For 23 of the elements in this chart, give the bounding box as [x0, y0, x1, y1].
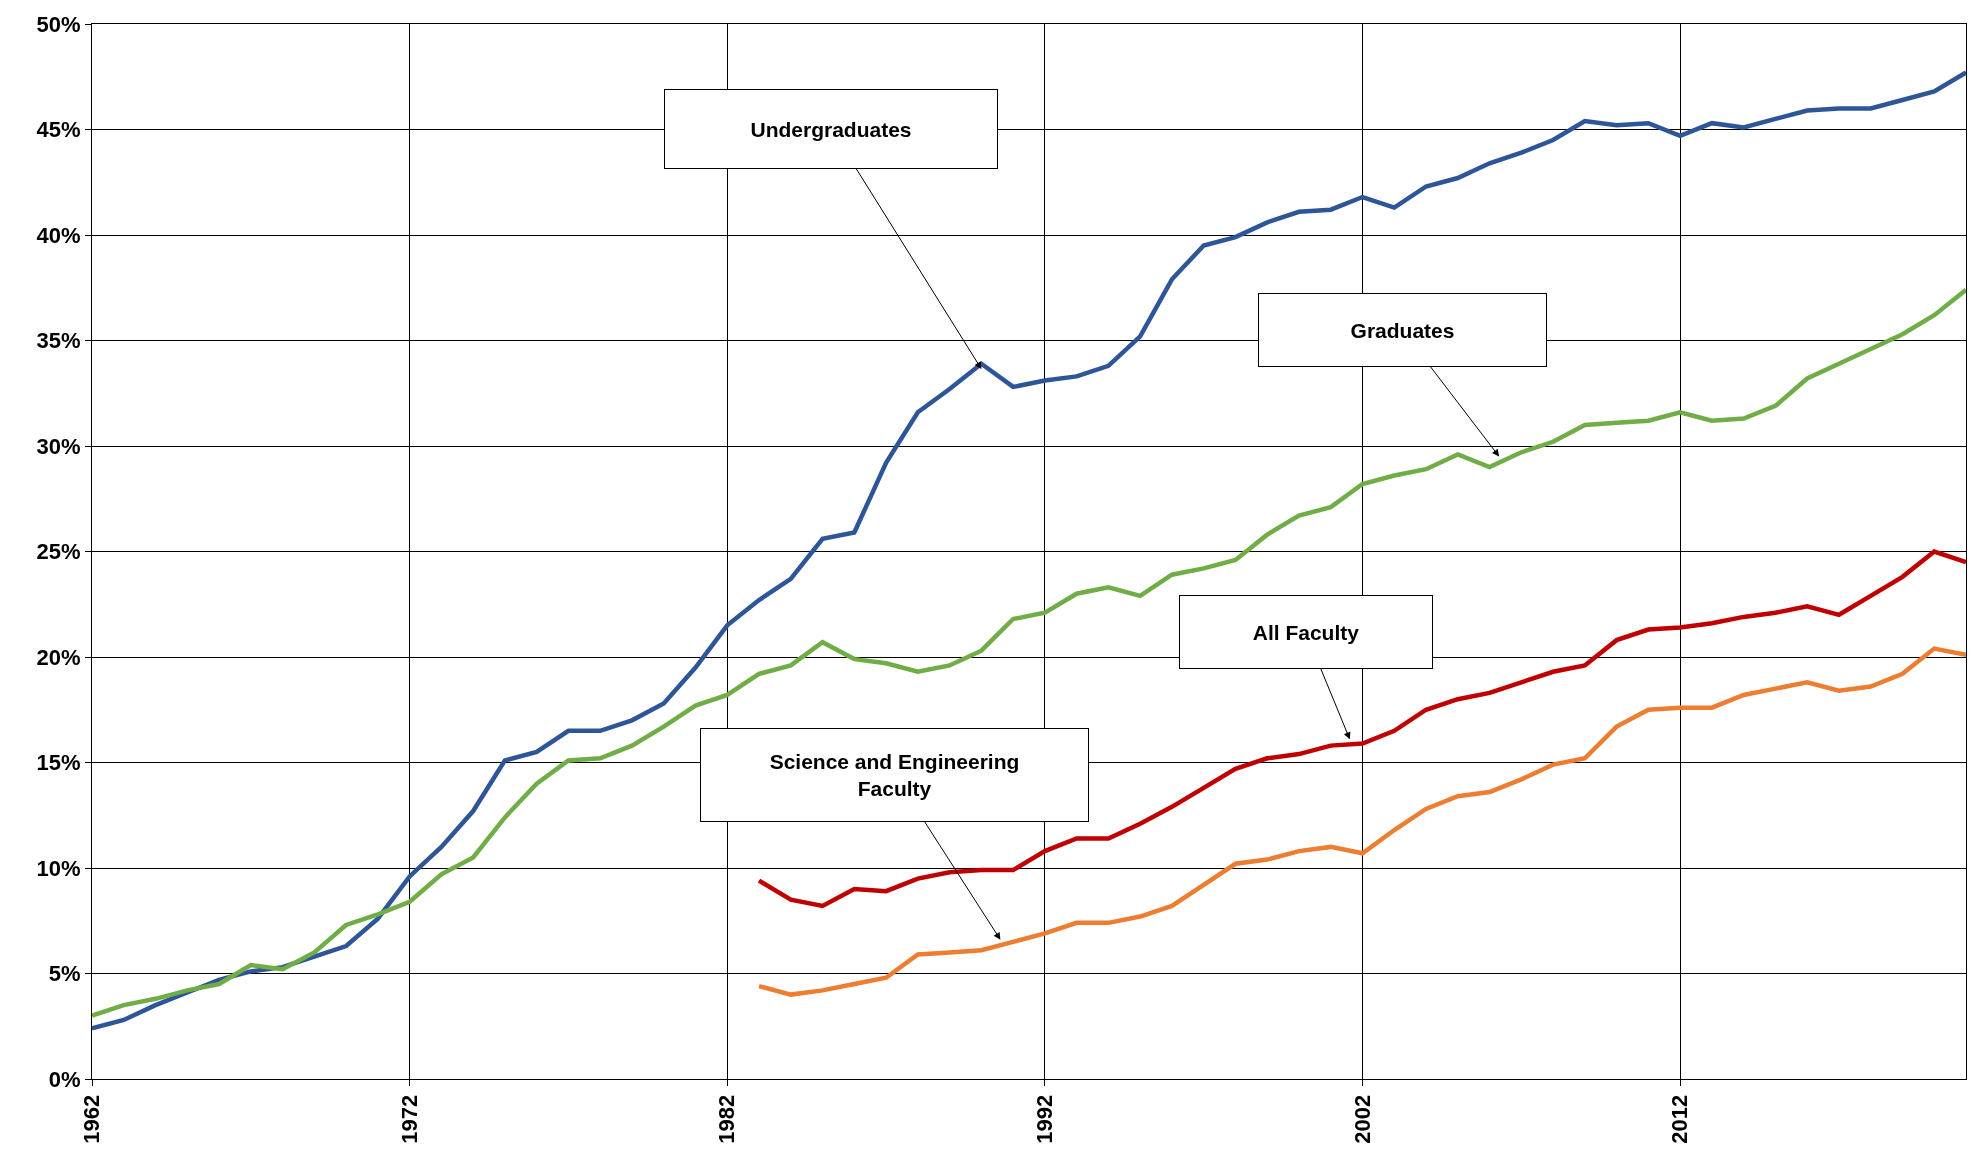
line-series: [756, 549, 1966, 909]
x-tick-label: 1992: [1032, 1094, 1058, 1144]
x-tick-label: 1972: [396, 1094, 422, 1144]
x-tick-label: 2002: [1349, 1094, 1375, 1144]
y-tick-label: 0%: [48, 1066, 81, 1092]
y-tick-label: 25%: [36, 539, 81, 565]
y-tick-label: 35%: [36, 328, 81, 354]
annotation: All Faculty: [1252, 620, 1360, 644]
annotation: Undergraduates: [750, 117, 912, 141]
x-tick-label: 1962: [79, 1094, 105, 1144]
y-tick-label: 5%: [48, 961, 81, 987]
x-tick-label: 2012: [1667, 1094, 1693, 1144]
x-tick-label: 1982: [714, 1094, 740, 1144]
y-tick-label: 45%: [36, 117, 81, 143]
y-tick-label: 30%: [36, 433, 81, 459]
y-tick-label: 20%: [36, 644, 81, 670]
line-series: [756, 646, 1966, 997]
annotation: Science and Engineering Faculty: [769, 749, 1020, 801]
y-tick-label: 10%: [36, 855, 81, 881]
y-tick-label: 40%: [36, 222, 81, 248]
y-tick-label: 15%: [36, 750, 81, 776]
annotation: Graduates: [1350, 318, 1455, 342]
y-tick-label: 50%: [36, 11, 81, 37]
